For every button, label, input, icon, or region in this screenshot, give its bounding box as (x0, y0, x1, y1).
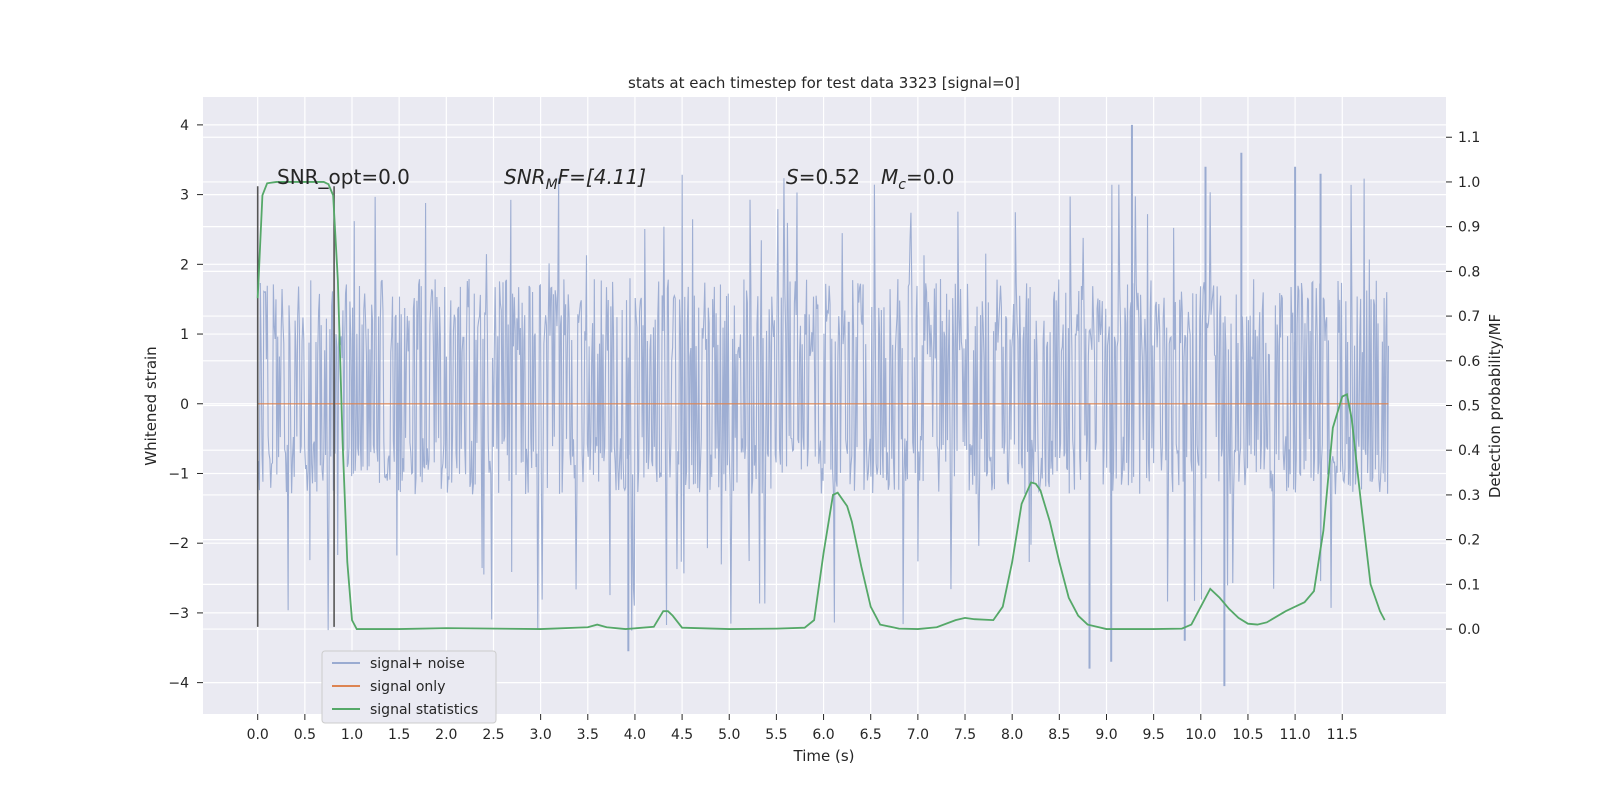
y-right-tick-label-8: 0.3 (1458, 488, 1480, 504)
x-tick-label-7: 3.5 (577, 727, 599, 743)
y-left-tick-label-6: −2 (168, 536, 189, 552)
x-axis-ticks: 0.0 0.5 1.0 1.5 2.0 2.5 3.0 3.5 4.0 4.5 5.0 5.5 6.0 6… (247, 714, 1358, 743)
x-tick-label-15: 7.5 (954, 727, 976, 743)
annotation-s-main: S (786, 165, 799, 189)
y-right-tick-label-5: 0.6 (1458, 354, 1480, 370)
y-left-tick-label-2: 2 (180, 257, 189, 273)
legend-label-signal-only: signal only (370, 679, 445, 695)
x-tick-label-16: 8.0 (1001, 727, 1023, 743)
x-tick-label-17: 8.5 (1048, 727, 1070, 743)
x-tick-label-14: 7.0 (907, 727, 929, 743)
y-right-tick-label-11: 0.0 (1458, 622, 1480, 638)
y-left-tick-label-7: −3 (168, 606, 189, 622)
x-axis-label: Time (s) (793, 747, 855, 765)
y-right-tick-label-3: 0.8 (1458, 264, 1480, 280)
x-tick-label-21: 10.5 (1232, 727, 1263, 743)
y-left-axis-label: Whitened strain (142, 346, 160, 465)
x-tick-label-20: 10.0 (1185, 727, 1216, 743)
y-left-tick-label-1: 3 (180, 188, 189, 204)
y-right-tick-label-10: 0.1 (1458, 577, 1480, 593)
legend: signal+ noise signal only signal statist… (321, 650, 497, 724)
x-tick-label-8: 4.0 (624, 727, 646, 743)
annotation-snr-mf: SNRMF=[4.11] (504, 165, 646, 193)
y-left-tick-label-0: 4 (180, 118, 189, 134)
series-signal-plus-noise-line (257, 174, 1390, 631)
legend-label-signal-plus-noise: signal+ noise (370, 656, 465, 672)
x-tick-label-11: 5.5 (765, 727, 787, 743)
x-tick-label-12: 6.0 (812, 727, 834, 743)
vertical-markers (256, 186, 335, 627)
y-right-tick-label-4: 0.7 (1458, 309, 1480, 325)
annotation-s: S=0.52 (786, 165, 860, 189)
y-right-axis-ticks: 1.1 1.0 0.9 0.8 0.7 0.6 0.5 0.4 0.3 0.2 0.1 0.0 (1446, 130, 1480, 638)
series-signal-statistics-line (256, 181, 1386, 630)
x-tick-label-9: 4.5 (671, 727, 693, 743)
x-tick-label-2: 1.0 (341, 727, 363, 743)
y-right-tick-label-7: 0.4 (1458, 443, 1480, 459)
x-tick-label-18: 9.0 (1095, 727, 1117, 743)
y-right-tick-label-2: 0.9 (1458, 220, 1480, 236)
chart-title: stats at each timestep for test data 332… (628, 74, 1020, 92)
x-tick-label-13: 6.5 (860, 727, 882, 743)
annotation-snr-mf-rest: F=[4.11] (558, 165, 646, 189)
x-tick-label-5: 2.5 (482, 727, 504, 743)
y-left-tick-label-8: −4 (168, 676, 189, 692)
y-right-tick-label-6: 0.5 (1458, 399, 1480, 415)
annotation-mc-main: M (881, 165, 898, 189)
x-tick-label-6: 3.0 (529, 727, 551, 743)
annotation-snr-mf-sub: M (546, 177, 558, 193)
y-right-tick-label-0: 1.1 (1458, 130, 1480, 146)
x-tick-label-23: 11.5 (1327, 727, 1358, 743)
series-signal-statistics (256, 181, 1386, 630)
x-tick-label-22: 11.0 (1280, 727, 1311, 743)
x-tick-label-3: 1.5 (388, 727, 410, 743)
x-tick-label-4: 2.0 (435, 727, 457, 743)
x-tick-label-0: 0.0 (247, 727, 269, 743)
y-right-tick-label-9: 0.2 (1458, 533, 1480, 549)
series-signal-plus-noise (257, 124, 1390, 687)
y-left-tick-label-5: −1 (168, 466, 189, 482)
x-tick-label-1: 0.5 (294, 727, 316, 743)
legend-box (321, 650, 497, 724)
x-tick-label-10: 5.0 (718, 727, 740, 743)
y-right-tick-label-1: 1.0 (1458, 175, 1480, 191)
x-tick-label-19: 9.5 (1143, 727, 1165, 743)
y-right-axis-label: Detection probability/MF (1486, 314, 1504, 498)
annotation-mc: Mc=0.0 (881, 165, 955, 193)
y-left-tick-label-4: 0 (180, 397, 189, 413)
y-left-tick-label-3: 1 (180, 327, 189, 343)
annotation-s-rest: =0.52 (799, 165, 860, 189)
annotation-snr-mf-main: SNR (504, 165, 546, 189)
annotation-mc-sub: c (898, 177, 906, 193)
annotation-mc-rest: =0.0 (906, 165, 955, 189)
y-left-axis-ticks: 4 3 2 1 0 −1 −2 −3 −4 (168, 118, 203, 692)
legend-label-signal-statistics: signal statistics (370, 702, 478, 718)
annotation-snr-opt: SNR_opt=0.0 (277, 165, 410, 189)
